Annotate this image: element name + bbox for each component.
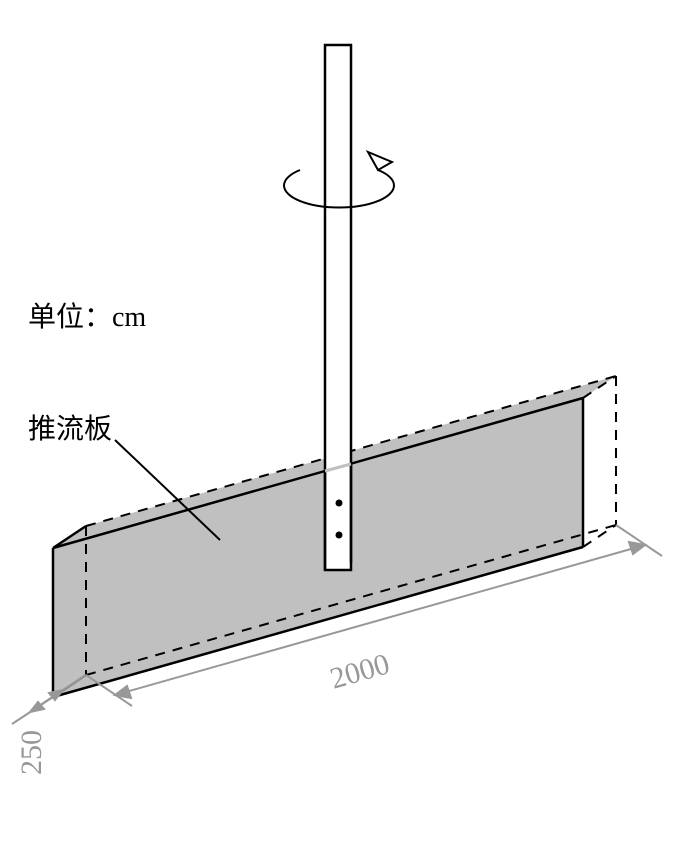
- shaft-front: [325, 45, 351, 570]
- dim-height-value: 250: [15, 730, 49, 775]
- bolt-2: [336, 532, 343, 539]
- rotation-arrowhead: [368, 152, 392, 170]
- plate-front-face: [53, 398, 583, 697]
- dim-height-group: [12, 675, 86, 724]
- bolt-1: [336, 500, 343, 507]
- plate-bot-right-depth: [583, 525, 616, 547]
- part-label: 推流板: [28, 407, 112, 447]
- unit-label: 单位：cm: [28, 295, 146, 335]
